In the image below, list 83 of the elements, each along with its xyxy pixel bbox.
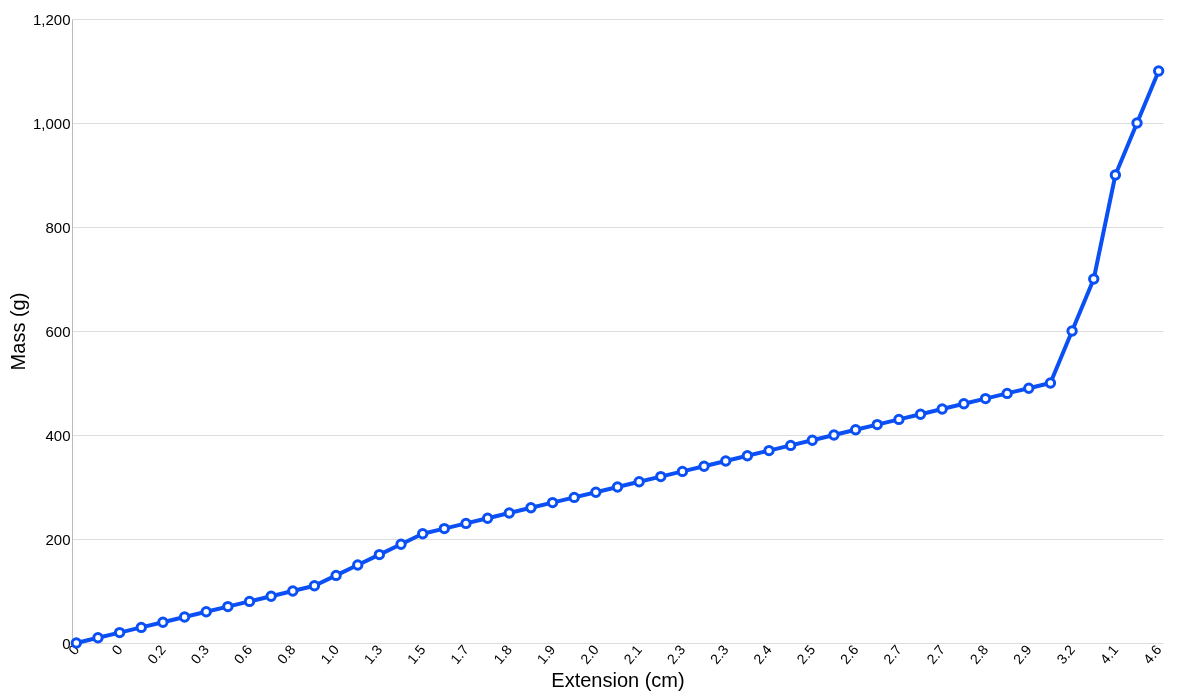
x-tick-label: 2.0 (576, 641, 602, 667)
x-tick-label: 2.3 (663, 641, 689, 667)
x-axis-title: Extension (cm) (551, 668, 685, 691)
point (157, 616, 169, 628)
point (914, 408, 927, 420)
x-tick-label: 1.3 (360, 641, 386, 667)
y-tick-label: 1,200 (32, 10, 71, 28)
point (1131, 117, 1143, 129)
x-tick-label: 2.6 (836, 641, 862, 667)
point (633, 476, 645, 488)
x-tick-label: 0.6 (230, 641, 256, 667)
y-tick-label: 600 (45, 322, 71, 340)
point (481, 512, 494, 524)
point (1109, 169, 1122, 181)
point (395, 538, 407, 550)
point (352, 559, 364, 571)
point (200, 606, 212, 618)
point (308, 580, 321, 592)
point (828, 429, 840, 441)
point (135, 621, 147, 634)
point (611, 481, 624, 493)
point (568, 491, 580, 504)
point (1152, 65, 1165, 77)
x-tick-label: 4.6 (1139, 641, 1165, 667)
y-tick-label: 200 (45, 530, 71, 548)
point (243, 595, 256, 608)
y-tick-label: 1,000 (32, 114, 71, 132)
point (1088, 273, 1100, 285)
x-tick-label: 4.1 (1096, 641, 1122, 667)
point (330, 569, 342, 582)
point (503, 507, 515, 519)
x-tick-label: 0.2 (144, 641, 169, 667)
point (698, 460, 710, 472)
x-tick-label: 0 (108, 641, 126, 658)
point (763, 444, 775, 457)
x-tick-label: 2.8 (966, 641, 992, 667)
x-tick-label: 2.9 (1009, 641, 1035, 667)
point (979, 392, 992, 405)
point (546, 496, 559, 509)
point (720, 455, 732, 467)
point (1044, 377, 1057, 389)
x-tick-label: 1.7 (447, 641, 472, 667)
point (936, 403, 948, 415)
point (655, 470, 667, 483)
point (784, 439, 797, 452)
point (438, 522, 451, 535)
y-tick-label: 400 (45, 426, 71, 444)
point (806, 434, 818, 446)
x-tick-label: 0.3 (187, 641, 213, 667)
x-tick-label: 2.4 (750, 641, 776, 667)
x-tick-label: 1.5 (403, 641, 429, 667)
point (676, 465, 689, 478)
x-tick-label: 2.3 (706, 641, 732, 667)
point (871, 418, 883, 431)
point (417, 528, 429, 540)
point (178, 611, 191, 623)
x-tick-label: 1.8 (490, 641, 516, 667)
x-tick-label: 1.9 (533, 641, 559, 667)
point (265, 590, 277, 602)
x-tick-label: 2.7 (880, 641, 905, 667)
point (92, 632, 104, 644)
point (525, 502, 537, 514)
point (460, 517, 472, 530)
x-tick-label: 3.2 (1053, 641, 1079, 667)
y-axis-title: Mass (g) (6, 292, 29, 371)
x-tick-label: 2.5 (793, 641, 819, 667)
point (849, 424, 862, 436)
y-tick-label: 800 (45, 218, 71, 236)
x-tick-label: 1.0 (317, 641, 343, 667)
point (893, 413, 905, 426)
point (1001, 387, 1013, 400)
point (287, 585, 299, 597)
x-tick-label: 2.1 (620, 641, 646, 667)
x-tick-label: 2.7 (923, 641, 949, 667)
point (222, 600, 234, 613)
point (373, 548, 386, 561)
point (590, 486, 602, 498)
point (113, 626, 126, 639)
x-tick-label: 0.8 (273, 641, 299, 667)
point (958, 398, 970, 410)
point (741, 450, 754, 462)
point (1023, 382, 1035, 394)
point (1066, 325, 1078, 337)
